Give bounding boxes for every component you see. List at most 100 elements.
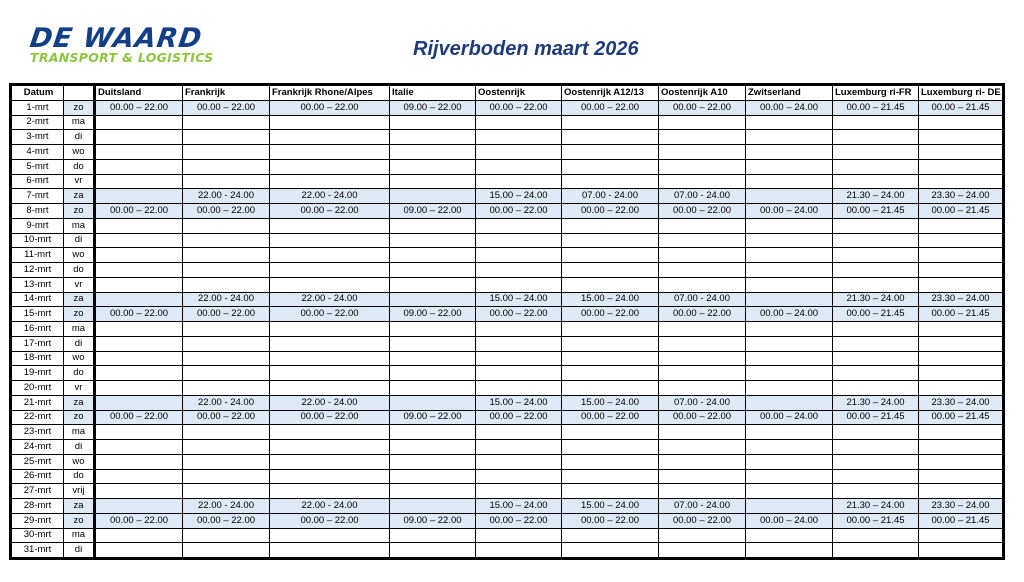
date-cell: 18-mrt [10, 350, 64, 367]
ban-time-cell: 00.00 – 22.00 [475, 409, 562, 426]
ban-time-cell: 00.00 – 21.45 [832, 409, 919, 426]
ban-time-cell [475, 173, 562, 190]
ban-time-cell: 00.00 – 24.00 [745, 306, 833, 322]
column-header: Datum [10, 84, 64, 101]
weekday-cell: zo [63, 203, 96, 219]
ban-time-cell: 07.00 - 24.00 [561, 188, 659, 204]
ban-time-cell: 00.00 – 22.00 [182, 409, 270, 426]
ban-time-cell [832, 365, 919, 381]
ban-time-cell [745, 542, 833, 559]
ban-time-cell [561, 335, 659, 352]
weekday-cell: di [63, 542, 96, 559]
date-cell: 25-mrt [10, 453, 64, 470]
ban-time-cell [832, 453, 919, 470]
ban-time-cell [94, 394, 183, 411]
ban-time-cell [561, 262, 659, 278]
ban-time-cell [269, 129, 390, 145]
ban-time-cell: 15.00 – 24.00 [475, 188, 562, 204]
ban-time-cell [94, 188, 183, 204]
date-cell: 19-mrt [10, 365, 64, 381]
ban-time-cell [561, 542, 659, 559]
ban-time-cell [745, 232, 833, 249]
ban-time-cell [389, 365, 476, 381]
ban-time-cell [745, 365, 833, 381]
ban-time-cell: 15.00 – 24.00 [561, 291, 659, 308]
ban-time-cell: 00.00 – 22.00 [269, 512, 390, 529]
ban-time-cell [269, 350, 390, 367]
ban-time-cell [389, 498, 476, 514]
ban-time-cell [561, 527, 659, 544]
ban-time-cell [94, 498, 183, 514]
ban-time-cell [832, 483, 919, 499]
header-row: Datum Duitsland Frankrijk Frankrijk Rhone/A… [10, 84, 1004, 101]
table-row: 23-mrt ma [10, 424, 1004, 440]
weekday-cell: do [63, 468, 96, 485]
ban-time-cell [658, 542, 746, 559]
ban-time-cell [658, 173, 746, 190]
ban-time-cell [94, 527, 183, 544]
ban-time-cell: 23.30 – 24.00 [918, 394, 1004, 411]
ban-time-cell [832, 247, 919, 263]
ban-time-cell [745, 380, 833, 396]
table-row: 30-mrt ma [10, 527, 1004, 544]
table-row: 31-mrt di [10, 542, 1004, 559]
ban-time-cell [832, 380, 919, 396]
table-row: 7-mrt za 22.00 - 24.00 22.00 - 24.00 15.00 –… [10, 188, 1004, 204]
ban-time-cell [182, 114, 270, 131]
ban-time-cell [658, 232, 746, 249]
date-cell: 11-mrt [10, 247, 64, 263]
ban-time-cell [182, 232, 270, 249]
ban-time-cell: 22.00 - 24.00 [269, 498, 390, 514]
ban-time-cell [658, 321, 746, 337]
table-row: 18-mrt wo [10, 350, 1004, 367]
table-row: 9-mrt ma [10, 217, 1004, 234]
ban-time-cell [561, 144, 659, 160]
ban-time-cell: 00.00 – 22.00 [561, 306, 659, 322]
ban-time-cell [94, 232, 183, 249]
ban-time-cell [182, 129, 270, 145]
ban-time-cell [918, 129, 1004, 145]
weekday-cell: ma [63, 321, 96, 337]
weekday-cell: zo [63, 512, 96, 529]
date-cell: 12-mrt [10, 262, 64, 278]
date-cell: 29-mrt [10, 512, 64, 529]
ban-time-cell [832, 173, 919, 190]
ban-time-cell [832, 527, 919, 544]
table-row: 4-mrt wo [10, 144, 1004, 160]
ban-time-cell [269, 144, 390, 160]
ban-time-cell [918, 468, 1004, 485]
ban-time-cell: 00.00 – 22.00 [658, 306, 746, 322]
weekday-cell: zo [63, 306, 96, 322]
ban-time-cell: 09.00 – 22.00 [389, 99, 476, 116]
ban-time-cell [918, 276, 1004, 293]
ban-time-cell [658, 439, 746, 455]
column-header: Luxemburg ri-FR [832, 84, 919, 101]
weekday-cell: vrij [63, 483, 96, 499]
ban-time-cell [561, 483, 659, 499]
ban-time-cell [389, 144, 476, 160]
column-header: Frankrijk Rhone/Alpes [269, 84, 390, 101]
date-cell: 5-mrt [10, 158, 64, 175]
ban-time-cell [658, 114, 746, 131]
weekday-cell: za [63, 291, 96, 308]
table-row: 8-mrt zo 00.00 – 22.00 00.00 – 22.00 00.00 –… [10, 203, 1004, 219]
ban-time-cell: 00.00 – 24.00 [745, 99, 833, 116]
ban-time-cell [389, 439, 476, 455]
ban-time-cell [745, 217, 833, 234]
page-title: Rijverboden maart 2026 [413, 38, 639, 60]
weekday-cell: di [63, 232, 96, 249]
ban-time-cell: 22.00 - 24.00 [182, 188, 270, 204]
ban-time-cell [269, 542, 390, 559]
ban-time-cell [832, 144, 919, 160]
weekday-cell: di [63, 129, 96, 145]
ban-time-cell [475, 453, 562, 470]
ban-time-cell: 00.00 – 22.00 [658, 512, 746, 529]
ban-time-cell [918, 380, 1004, 396]
ban-time-cell [94, 542, 183, 559]
ban-time-cell [269, 483, 390, 499]
table-row: 11-mrt wo [10, 247, 1004, 263]
ban-time-cell [832, 217, 919, 234]
ban-time-cell [658, 365, 746, 381]
ban-time-cell [182, 542, 270, 559]
ban-time-cell [475, 439, 562, 455]
